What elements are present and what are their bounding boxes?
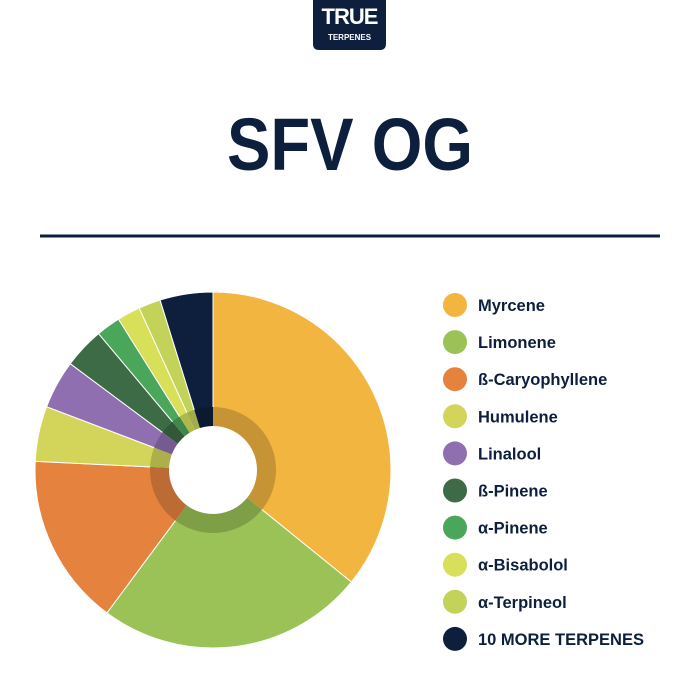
pie-slice <box>106 469 353 649</box>
legend-swatch <box>443 552 467 577</box>
logo-subtext: TERPENES <box>328 33 372 42</box>
legend: Myrcene Limonene ß-Caryophyllene Humulene Li… <box>443 293 644 651</box>
legend-label: 10 MORE TERPENES <box>478 631 644 649</box>
legend-label: Linalool <box>478 445 541 463</box>
legend-swatch <box>443 330 467 355</box>
legend-label: Limonene <box>478 334 556 352</box>
legend-label: ß-Pinene <box>478 483 548 501</box>
legend-swatch <box>443 293 467 317</box>
legend-label: Humulene <box>478 408 558 426</box>
legend-swatch <box>443 626 467 651</box>
legend-swatch <box>443 441 467 466</box>
logo-box <box>313 0 386 50</box>
legend-label: ß-Caryophyllene <box>478 371 607 389</box>
legend-swatch <box>443 404 467 429</box>
legend-swatch <box>443 515 467 540</box>
legend-label: α-Pinene <box>478 520 548 538</box>
pie-slice <box>212 291 392 583</box>
pie <box>34 291 392 649</box>
legend-label: Myrcene <box>478 297 545 315</box>
legend-label: α-Terpineol <box>478 594 567 612</box>
legend-swatch <box>443 367 467 392</box>
chart-title: SFV OG <box>227 103 473 186</box>
legend-label: α-Bisabolol <box>478 557 568 575</box>
donut-hole <box>169 426 257 514</box>
logo-text: TRUE <box>322 4 378 29</box>
legend-swatch <box>443 478 467 503</box>
legend-swatch <box>443 589 467 614</box>
